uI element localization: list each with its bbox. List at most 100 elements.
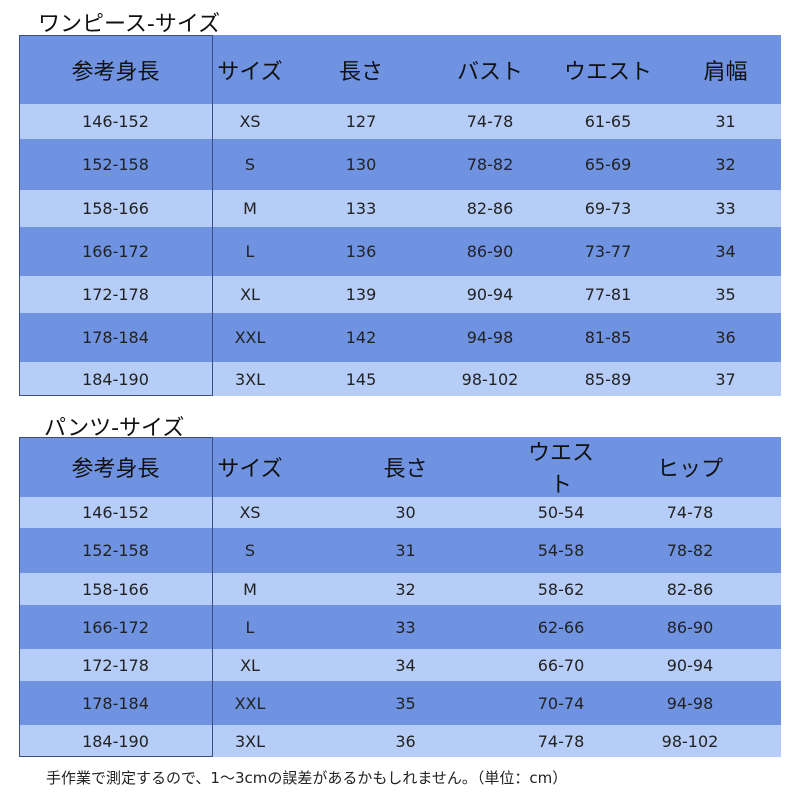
table-header-row: 参考身長 サイズ 長さ バスト ウエスト 肩幅 [19,35,781,104]
table-cell: 36 [670,328,781,347]
column-header: ウエスト [523,435,599,499]
table-cell: 86-90 [599,618,781,637]
table-cell: 130 [288,155,434,174]
table-cell: 35 [288,694,523,713]
table-row: 146-152 XS 127 74-78 61-65 31 [19,104,781,139]
table-row: 152-158 S 31 54-58 78-82 [19,528,781,573]
table-header-row: 参考身長 サイズ 長さ ウエスト ヒップ [19,437,781,497]
table-cell: 73-77 [546,242,670,261]
table-cell: 65-69 [546,155,670,174]
table-cell: 3XL [212,370,288,389]
table-cell: 54-58 [523,541,599,560]
table-row: 158-166 M 32 58-62 82-86 [19,573,781,605]
table-row: 184-190 3XL 36 74-78 98-102 [19,725,781,757]
table-cell: 172-178 [19,656,212,675]
table-cell: 32 [288,580,523,599]
column-header: バスト [434,54,546,86]
column-header: 参考身長 [19,54,212,86]
table-row: 158-166 M 133 82-86 69-73 33 [19,190,781,227]
table-cell: 82-86 [434,199,546,218]
table-cell: XL [212,285,288,304]
table-cell: L [212,242,288,261]
table-cell: 33 [670,199,781,218]
table-row: 172-178 XL 34 66-70 90-94 [19,649,781,681]
table-cell: M [212,199,288,218]
table-cell: 133 [288,199,434,218]
table-cell: L [212,618,288,637]
table-row: 146-152 XS 30 50-54 74-78 [19,497,781,528]
table-cell: 78-82 [434,155,546,174]
table-cell: 33 [288,618,523,637]
table-cell: XS [212,112,288,131]
table-cell: 82-86 [599,580,781,599]
table-cell: 74-78 [434,112,546,131]
table-cell: 61-65 [546,112,670,131]
table-cell: 172-178 [19,285,212,304]
table-cell: 94-98 [434,328,546,347]
table-row: 184-190 3XL 145 98-102 85-89 37 [19,362,781,396]
table-row: 172-178 XL 139 90-94 77-81 35 [19,276,781,313]
table-cell: 158-166 [19,580,212,599]
table-cell: 94-98 [599,694,781,713]
column-header: サイズ [212,54,288,86]
table-cell: 152-158 [19,541,212,560]
column-header: 参考身長 [19,451,212,483]
table-cell: 62-66 [523,618,599,637]
table-cell: 66-70 [523,656,599,675]
table-cell: 136 [288,242,434,261]
table-cell: 139 [288,285,434,304]
table-cell: S [212,541,288,560]
measurement-note: 手作業で測定するので、1〜3cmの誤差があるかもしれません。（単位：cm） [46,767,567,788]
table-cell: 74-78 [599,503,781,522]
column-header: 肩幅 [670,54,781,86]
table-cell: 85-89 [546,370,670,389]
table-cell: 146-152 [19,503,212,522]
table-cell: 35 [670,285,781,304]
table-cell: 32 [670,155,781,174]
table-cell: 178-184 [19,328,212,347]
table-cell: 30 [288,503,523,522]
table-cell: 36 [288,732,523,751]
table-cell: XXL [212,328,288,347]
table-cell: 50-54 [523,503,599,522]
table-cell: XL [212,656,288,675]
table-cell: 184-190 [19,732,212,751]
column-header: サイズ [212,451,288,483]
table-cell: XS [212,503,288,522]
pants-size-table: 参考身長 サイズ 長さ ウエスト ヒップ 146-152 XS 30 50-54 74-78 152… [19,437,781,757]
onepiece-size-title: ワンピース-サイズ [38,6,220,38]
table-cell: M [212,580,288,599]
table-cell: 178-184 [19,694,212,713]
table-cell: 146-152 [19,112,212,131]
table-cell: 34 [670,242,781,261]
table-row: 166-172 L 136 86-90 73-77 34 [19,227,781,276]
column-header: 長さ [288,451,523,483]
table-row: 152-158 S 130 78-82 65-69 32 [19,139,781,190]
table-cell: 74-78 [523,732,599,751]
column-header: ウエスト [546,54,670,86]
table-cell: 166-172 [19,618,212,637]
table-cell: 90-94 [434,285,546,304]
table-cell: 69-73 [546,199,670,218]
table-cell: 158-166 [19,199,212,218]
table-cell: 78-82 [599,541,781,560]
table-cell: 152-158 [19,155,212,174]
table-cell: 86-90 [434,242,546,261]
table-cell: 184-190 [19,370,212,389]
table-row: 178-184 XXL 142 94-98 81-85 36 [19,313,781,362]
table-cell: 58-62 [523,580,599,599]
table-cell: 142 [288,328,434,347]
table-cell: 81-85 [546,328,670,347]
table-cell: 90-94 [599,656,781,675]
table-cell: 37 [670,370,781,389]
table-cell: 145 [288,370,434,389]
column-header: ヒップ [599,451,781,483]
table-cell: 70-74 [523,694,599,713]
table-cell: S [212,155,288,174]
column-header: 長さ [288,54,434,86]
table-row: 166-172 L 33 62-66 86-90 [19,605,781,649]
table-cell: 31 [288,541,523,560]
table-cell: XXL [212,694,288,713]
table-cell: 77-81 [546,285,670,304]
table-cell: 3XL [212,732,288,751]
